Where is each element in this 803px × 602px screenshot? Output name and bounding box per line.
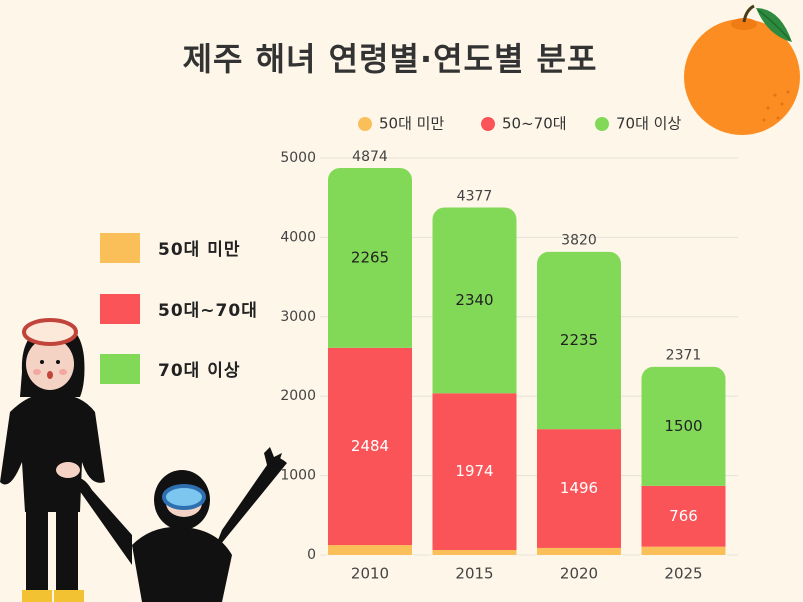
bar-segment xyxy=(641,485,726,547)
y-tick-label: 3000 xyxy=(280,309,316,325)
bar-value-label: 1496 xyxy=(560,479,598,497)
bar-segment xyxy=(641,546,726,555)
bar-segment xyxy=(328,545,412,555)
y-tick-label: 5000 xyxy=(280,150,316,166)
side-legend-label-under50: 50대 미만 xyxy=(158,240,241,260)
bar-stack xyxy=(641,366,726,555)
bar-value-label: 1974 xyxy=(455,462,493,480)
bar-value-label: 766 xyxy=(669,507,698,525)
legend-label: 50대 미만 xyxy=(379,115,444,133)
x-tick-label: 2020 xyxy=(560,565,598,583)
side-legend-label-over70: 70대 이상 xyxy=(158,361,241,381)
bar-stack xyxy=(328,168,412,555)
bar-stack xyxy=(537,251,621,555)
x-tick-label: 2025 xyxy=(664,565,702,583)
bar-segment xyxy=(432,549,517,555)
legend-label: 50~70대 xyxy=(502,115,567,133)
bar-segment xyxy=(432,207,517,394)
baseline-mask xyxy=(535,555,623,563)
bar-value-label: 1500 xyxy=(664,417,702,435)
side-legend-swatch-over70 xyxy=(100,354,140,384)
bar-stack xyxy=(432,207,517,555)
bar-segment xyxy=(328,347,412,546)
tangerine-icon xyxy=(684,4,800,135)
legend-label: 70대 이상 xyxy=(616,115,681,133)
bar-total-label: 4377 xyxy=(457,188,493,204)
side-legend-label-50to70: 50대~70대 xyxy=(158,301,258,321)
bar-segment xyxy=(537,547,621,555)
y-tick-label: 2000 xyxy=(280,388,316,404)
haenyeo-child-illustration xyxy=(72,447,287,602)
bar-value-label: 2484 xyxy=(351,437,389,455)
bar-segment xyxy=(641,366,726,486)
bar-segment xyxy=(328,168,412,348)
baseline-mask xyxy=(326,555,414,563)
y-tick-label: 1000 xyxy=(280,468,316,484)
bar-segment xyxy=(537,251,621,430)
side-legend-swatch-50to70 xyxy=(100,294,140,324)
legend-marker xyxy=(595,117,609,131)
x-tick-label: 2010 xyxy=(351,565,389,583)
y-tick-label: 0 xyxy=(307,547,316,563)
bar-segment xyxy=(432,393,517,550)
y-tick-label: 4000 xyxy=(280,229,316,245)
legend-marker xyxy=(481,117,495,131)
bar-total-label: 4874 xyxy=(352,149,388,165)
chart-title: 제주 해녀 연령별·연도별 분포 xyxy=(182,40,598,78)
bar-value-label: 2340 xyxy=(455,291,493,309)
bar-total-label: 2371 xyxy=(666,348,702,364)
baseline-mask xyxy=(430,555,519,563)
bar-segment xyxy=(537,429,621,548)
bar-value-label: 2265 xyxy=(351,248,389,266)
legend-marker xyxy=(358,117,372,131)
side-legend-swatch-under50 xyxy=(100,233,140,263)
bar-total-label: 3820 xyxy=(561,233,597,249)
bar-value-label: 2235 xyxy=(560,331,598,349)
baseline-mask xyxy=(639,555,728,563)
x-tick-label: 2015 xyxy=(455,565,493,583)
